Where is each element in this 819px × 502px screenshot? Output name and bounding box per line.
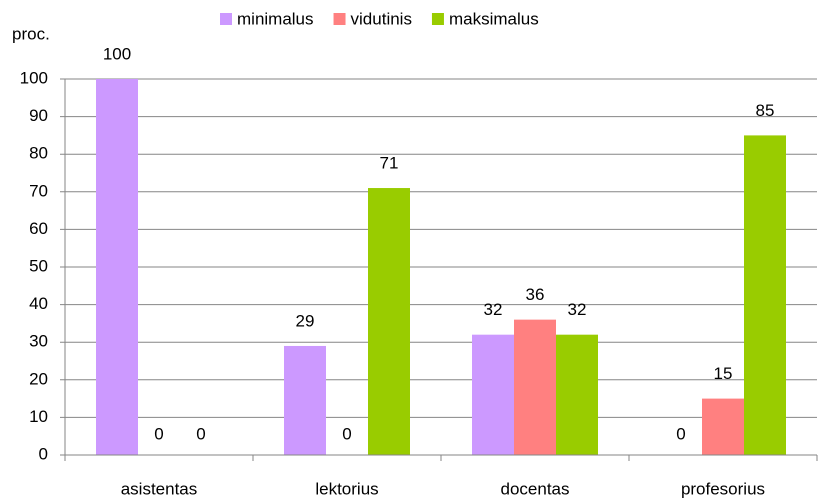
- y-tick-label: 50: [29, 256, 48, 275]
- bar: [284, 345, 326, 455]
- x-tick-label: profesorius: [681, 479, 765, 498]
- data-label: 100: [103, 44, 131, 63]
- data-label: 0: [154, 424, 163, 443]
- data-label: 32: [484, 300, 503, 319]
- bar: [556, 334, 598, 455]
- y-tick-label: 70: [29, 181, 48, 200]
- legend-label: maksimalus: [449, 9, 539, 28]
- data-label: 85: [756, 101, 775, 120]
- x-tick-label: lektorius: [315, 479, 378, 498]
- data-label: 71: [380, 154, 399, 173]
- data-label: 29: [296, 311, 315, 330]
- bar: [472, 334, 514, 455]
- bar: [514, 319, 556, 455]
- bar: [96, 79, 138, 455]
- data-label: 0: [342, 424, 351, 443]
- y-tick-label: 80: [29, 144, 48, 163]
- y-tick-label: 30: [29, 332, 48, 351]
- y-tick-label: 90: [29, 106, 48, 125]
- y-tick-label: 60: [29, 219, 48, 238]
- bar: [368, 188, 410, 456]
- bar: [702, 398, 744, 455]
- legend-swatch: [333, 13, 346, 25]
- legend-label: minimalus: [237, 9, 314, 28]
- y-tick-label: 10: [29, 407, 48, 426]
- data-label: 36: [526, 285, 545, 304]
- bar: [744, 135, 786, 455]
- data-label: 32: [568, 300, 587, 319]
- y-tick-label: 40: [29, 294, 48, 313]
- y-tick-label: 100: [20, 68, 48, 87]
- x-tick-label: asistentas: [121, 479, 198, 498]
- legend-swatch: [220, 13, 232, 25]
- data-label: 0: [196, 424, 205, 443]
- y-tick-label: 0: [39, 444, 48, 463]
- legend-swatch: [431, 13, 444, 25]
- legend-label: vidutinis: [351, 9, 412, 28]
- data-label: 0: [676, 424, 685, 443]
- y-tick-label: 20: [29, 369, 48, 388]
- y-axis-label: proc.: [12, 24, 50, 43]
- x-tick-label: docentas: [501, 479, 570, 498]
- data-label: 15: [714, 364, 733, 383]
